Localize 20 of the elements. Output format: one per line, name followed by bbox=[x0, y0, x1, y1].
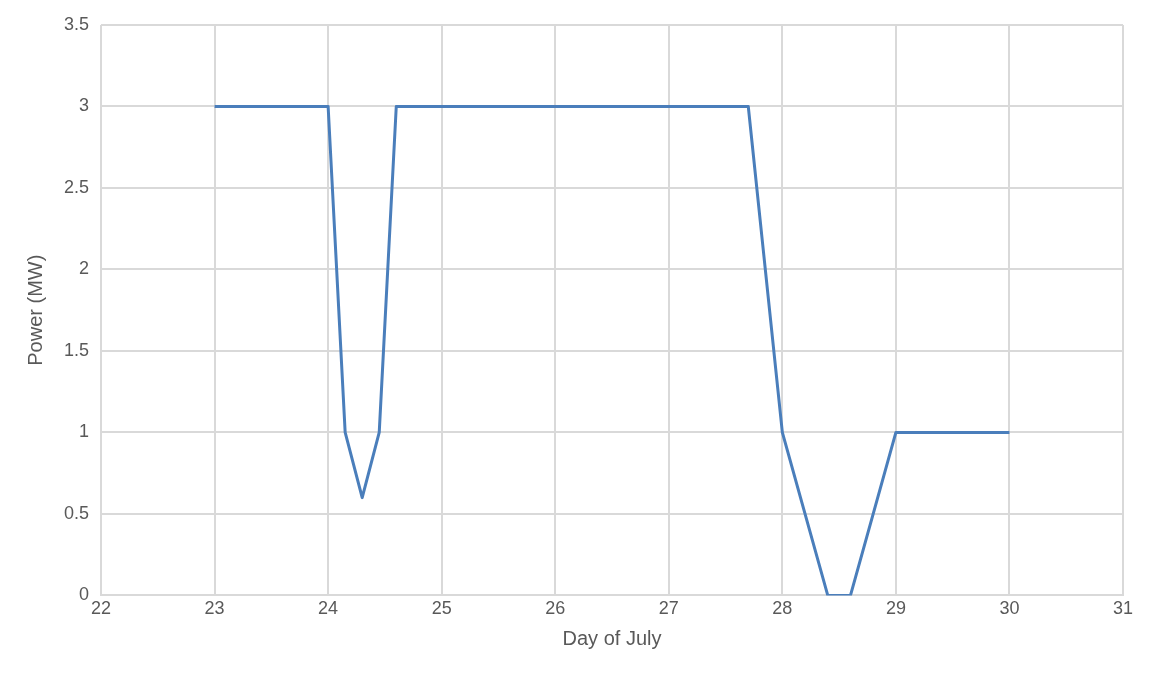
x-tick-label: 24 bbox=[318, 598, 339, 619]
x-tick-label: 23 bbox=[204, 598, 225, 619]
y-tick-label: 1 bbox=[79, 421, 90, 442]
x-tick-label: 26 bbox=[545, 598, 566, 619]
y-tick-label: 2 bbox=[79, 258, 90, 279]
x-axis-title: Day of July bbox=[562, 626, 662, 649]
y-axis-title: Power (MW) bbox=[23, 254, 46, 366]
x-tick-label: 27 bbox=[658, 598, 679, 619]
x-tick-label: 31 bbox=[1112, 598, 1134, 619]
x-tick-label: 22 bbox=[91, 598, 112, 619]
x-tick-label: 25 bbox=[431, 598, 452, 619]
y-tick-label: 3 bbox=[79, 95, 90, 116]
x-tick-label: 30 bbox=[999, 598, 1020, 619]
y-tick-label: 0.5 bbox=[63, 502, 90, 523]
y-tick-label: 0 bbox=[79, 584, 90, 605]
x-tick-label: 29 bbox=[885, 598, 906, 619]
x-tick-label: 28 bbox=[772, 598, 793, 619]
y-tick-label: 2.5 bbox=[63, 176, 90, 197]
y-tick-label: 1.5 bbox=[63, 339, 90, 360]
y-tick-label: 3.5 bbox=[63, 13, 90, 34]
